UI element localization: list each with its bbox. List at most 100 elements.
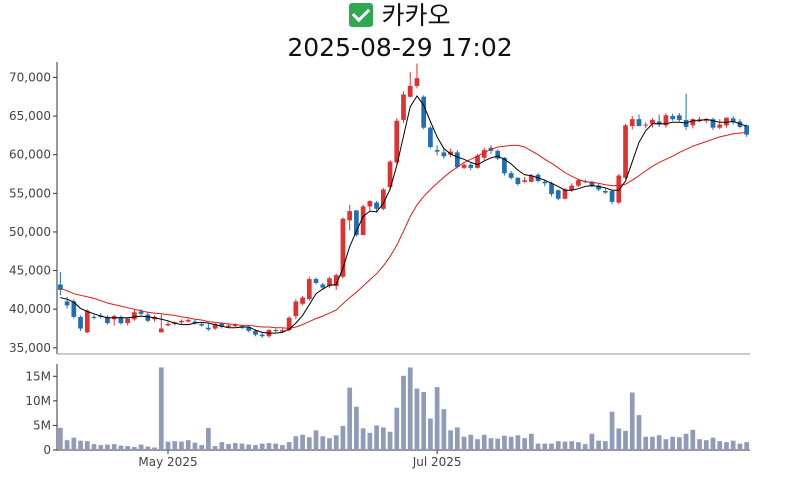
- volume-bar: [555, 441, 561, 450]
- candle-body: [232, 324, 238, 327]
- candlestick: [401, 91, 406, 124]
- volume-bar: [327, 438, 332, 450]
- candlestick: [522, 177, 527, 184]
- volume-tick-label: 15M: [25, 369, 51, 383]
- volume-bar: [502, 435, 507, 450]
- candle-body: [327, 278, 332, 287]
- volume-bar: [676, 437, 682, 450]
- volume-bar: [340, 425, 346, 450]
- price-tick-label: 55,000: [9, 186, 51, 200]
- candle-body: [495, 150, 501, 159]
- candlestick: [387, 160, 393, 191]
- candlestick: [259, 332, 265, 338]
- volume-bar: [488, 438, 494, 450]
- candlestick: [629, 116, 635, 130]
- price-tick-label: 60,000: [9, 148, 51, 162]
- candlestick: [481, 147, 487, 161]
- candlestick: [710, 117, 716, 130]
- volume-bar: [212, 446, 218, 450]
- volume-tick-label: 0: [43, 443, 51, 457]
- chart-datetime: 2025-08-29 17:02: [287, 33, 513, 62]
- volume-bar: [91, 444, 97, 450]
- candlestick: [185, 318, 191, 323]
- moving-averages: [60, 95, 747, 334]
- candle-body: [333, 275, 339, 287]
- volume-bar: [152, 447, 157, 450]
- candle-body: [320, 284, 326, 288]
- candlestick: [394, 118, 400, 164]
- candle-body: [58, 284, 63, 290]
- price-tick-label: 45,000: [9, 264, 51, 278]
- volume-bar: [280, 445, 285, 450]
- volume-bar: [663, 439, 669, 450]
- volume-bar: [710, 437, 716, 450]
- volume-bar: [58, 427, 63, 450]
- candle-body: [219, 323, 225, 327]
- candle-body: [132, 312, 137, 320]
- candle-body: [313, 279, 319, 283]
- candle-body: [602, 191, 608, 193]
- volume-bar: [246, 444, 252, 450]
- candle-body: [259, 334, 265, 337]
- candle-body: [199, 323, 205, 326]
- candle-body: [636, 119, 642, 127]
- volume-bar: [273, 443, 279, 450]
- candle-body: [650, 119, 655, 124]
- volume-bar: [226, 444, 231, 450]
- volume-bar: [495, 438, 501, 450]
- candle-body: [569, 185, 575, 191]
- candle-body: [165, 323, 171, 326]
- candlestick: [84, 309, 90, 334]
- volume-bar: [656, 435, 662, 450]
- time-tick-label: Jul 2025: [412, 455, 462, 469]
- volume-bar: [448, 430, 453, 450]
- volume-bar: [333, 435, 339, 450]
- candle-body: [434, 150, 440, 152]
- volume-bar: [421, 392, 427, 450]
- price-tick-label: 35,000: [9, 341, 51, 355]
- volume-bar: [576, 442, 581, 450]
- candlestick: [320, 282, 326, 290]
- candlestick: [414, 63, 420, 89]
- candle-body: [670, 116, 675, 120]
- candle-body: [589, 181, 595, 186]
- candlestick: [273, 328, 279, 333]
- candlesticks: [58, 63, 749, 338]
- candlestick: [454, 150, 460, 169]
- volume-bars: [58, 367, 749, 450]
- candle-body: [522, 180, 527, 182]
- candlestick: [602, 188, 608, 195]
- candle-body: [340, 218, 346, 277]
- candlestick: [609, 190, 615, 205]
- volume-bar: [192, 442, 198, 450]
- volume-bar: [596, 440, 601, 450]
- price-tick-label: 70,000: [9, 70, 51, 84]
- candle-body: [468, 164, 474, 168]
- candlestick: [670, 113, 675, 121]
- volume-bar: [239, 443, 245, 450]
- candlestick: [683, 93, 689, 130]
- candle-body: [407, 85, 413, 97]
- candle-body: [502, 157, 507, 174]
- candlestick: [125, 317, 131, 326]
- candlestick: [730, 116, 736, 125]
- candlestick: [744, 124, 749, 137]
- volume-bar: [724, 442, 729, 450]
- candlestick: [690, 118, 696, 129]
- volume-bar: [259, 443, 265, 450]
- candle-body: [542, 181, 548, 184]
- volume-bar: [84, 441, 90, 450]
- volume-bar: [286, 442, 292, 450]
- candlestick: [313, 277, 319, 285]
- candle-body: [212, 323, 218, 329]
- candlestick: [300, 296, 305, 306]
- candle-body: [125, 318, 131, 324]
- candlestick: [650, 118, 655, 128]
- volume-bar: [717, 441, 723, 450]
- volume-bar: [179, 441, 184, 450]
- candlestick: [643, 122, 649, 129]
- volume-bar: [703, 440, 709, 450]
- volume-bar: [562, 441, 568, 450]
- candlestick: [306, 276, 312, 301]
- candlestick: [374, 201, 379, 213]
